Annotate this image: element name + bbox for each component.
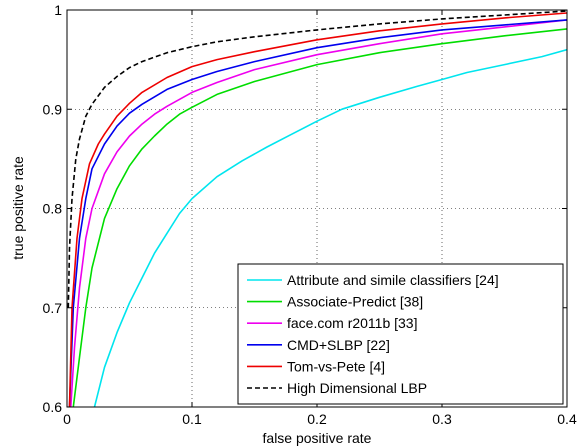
series-line-1 [93, 48, 567, 407]
x-tick-label: 0.1 [182, 411, 202, 427]
legend: Attribute and simile classifiers [24] Ass… [237, 263, 564, 405]
series-line-6 [67, 10, 567, 308]
axis-ticks [66, 9, 568, 408]
x-axis-label: false positive rate [263, 430, 372, 446]
legend-label: Tom-vs-Pete [4] [287, 358, 385, 374]
legend-label: Associate-Predict [38] [287, 294, 423, 310]
x-tick-label: 0 [63, 411, 71, 427]
series-line-2 [72, 28, 567, 407]
y-tick-label: 1 [54, 2, 62, 18]
x-tick-label: 0.2 [307, 411, 327, 427]
y-tick-label: 0.8 [43, 201, 63, 217]
series-lines [67, 10, 567, 407]
x-tick-label: 0.4 [557, 411, 577, 427]
y-tick-label: 0.6 [43, 399, 63, 415]
legend-label: Attribute and simile classifiers [24] [287, 272, 499, 288]
x-tick-label: 0.3 [432, 411, 452, 427]
y-tick-label: 0.9 [43, 101, 63, 117]
legend-label: face.com r2011b [33] [287, 315, 417, 331]
legend-box [237, 263, 564, 405]
series-line-4 [68, 19, 567, 407]
y-tick-labels: 0.6 0.7 0.8 0.9 1 [43, 2, 63, 415]
series-line-3 [70, 19, 567, 407]
series-line-5 [68, 12, 567, 407]
y-tick-label: 0.7 [43, 300, 63, 316]
x-tick-labels: 0 0.1 0.2 0.3 0.4 [63, 411, 577, 427]
y-axis-label: true positive rate [10, 156, 26, 260]
legend-label: High Dimensional LBP [287, 380, 427, 396]
legend-label: CMD+SLBP [22] [287, 337, 390, 353]
